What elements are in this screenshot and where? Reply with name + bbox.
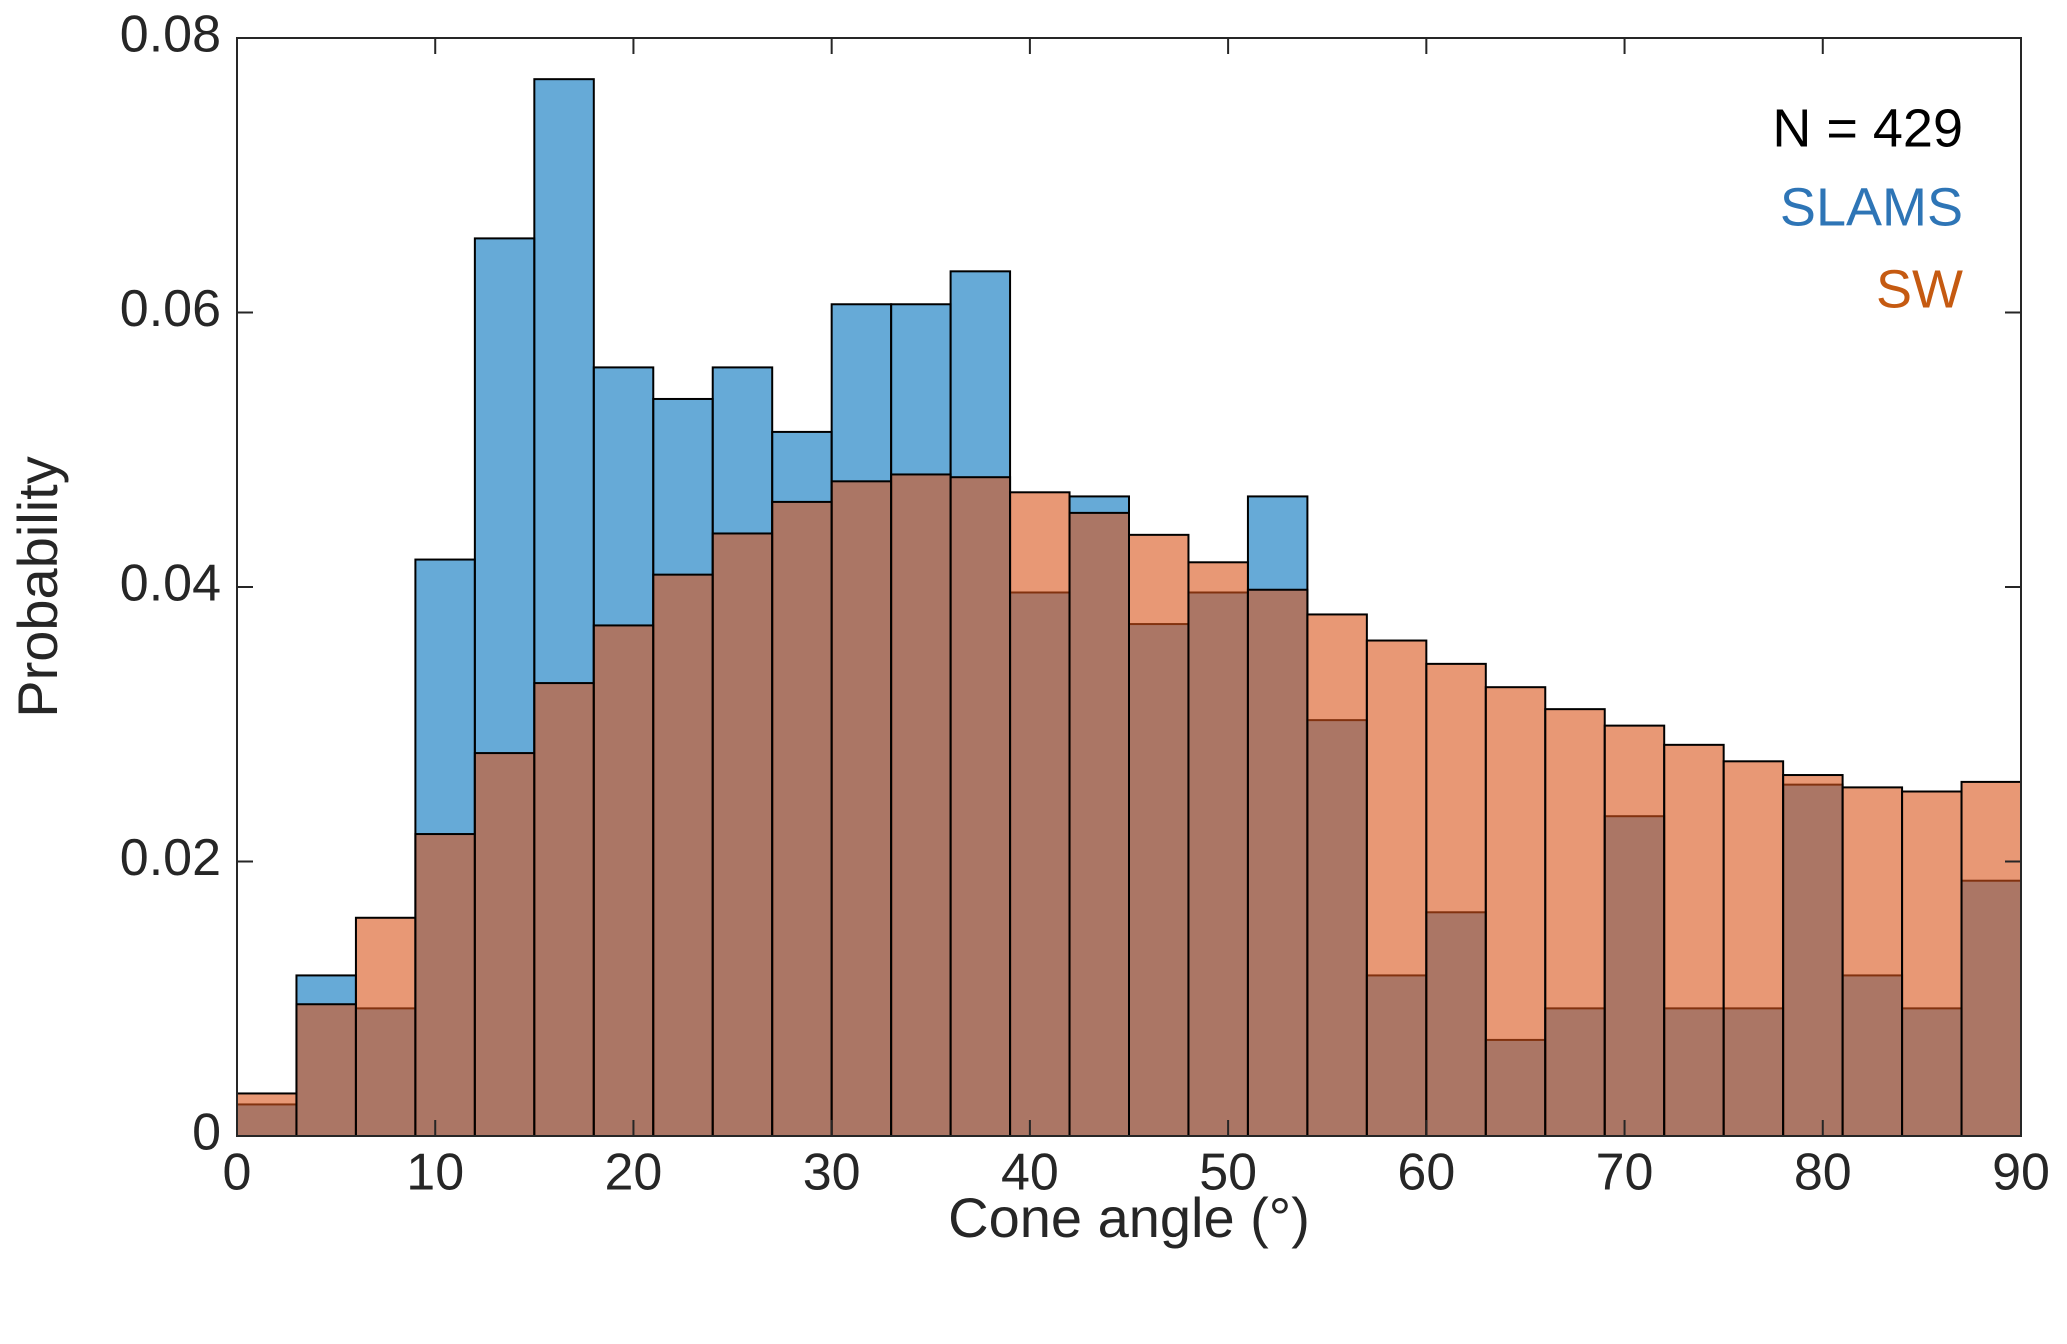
bar [1068, 511, 1130, 1137]
bar [533, 682, 595, 1137]
bar [1306, 613, 1368, 1137]
bar [1841, 786, 1904, 1137]
bar [473, 752, 536, 1137]
y-tick-label: 0 [192, 1104, 221, 1162]
x-tick-label: 60 [1397, 1144, 1455, 1202]
bar [1187, 561, 1249, 1137]
bar [949, 476, 1012, 1137]
bar [1009, 491, 1071, 1137]
legend-label: SW [1876, 259, 1963, 319]
bar [1960, 780, 2022, 1138]
bar [1544, 708, 1606, 1138]
bar [1722, 760, 1785, 1137]
bar [1782, 774, 1844, 1137]
x-tick-label: 20 [605, 1144, 663, 1202]
bar [592, 624, 655, 1137]
bar [1246, 588, 1309, 1137]
x-tick-label: 90 [1992, 1144, 2050, 1202]
bar [1901, 790, 1963, 1137]
legend-label: SLAMS [1780, 177, 1963, 237]
bar [1425, 662, 1487, 1137]
bar [236, 1092, 298, 1138]
bar [711, 532, 774, 1137]
bar [414, 833, 476, 1137]
x-tick-label: 0 [223, 1144, 252, 1202]
y-axis-label: Probability [6, 456, 69, 717]
x-axis-label: Cone angle (°) [948, 1186, 1310, 1249]
x-tick-label: 40 [1001, 1144, 1059, 1202]
x-tick-label: 80 [1794, 1144, 1852, 1202]
bar [1365, 639, 1428, 1138]
bar [890, 473, 952, 1137]
y-tick-label: 0.06 [120, 280, 221, 338]
bar [1663, 743, 1725, 1138]
x-tick-label: 50 [1199, 1144, 1257, 1202]
bar [652, 573, 714, 1137]
bar [1128, 533, 1190, 1137]
y-tick-label: 0.04 [120, 555, 221, 613]
bar [1603, 724, 1666, 1137]
bar [771, 500, 833, 1137]
bar [295, 1003, 357, 1137]
bar [830, 480, 893, 1137]
annotation: N = 429 [1772, 98, 1963, 158]
bar [354, 916, 417, 1138]
x-tick-label: 10 [406, 1144, 464, 1202]
x-tick-label: 70 [1596, 1144, 1654, 1202]
bar [1484, 686, 1547, 1137]
x-tick-label: 30 [803, 1144, 861, 1202]
y-tick-label: 0.08 [120, 6, 221, 64]
y-tick-label: 0.02 [120, 829, 221, 887]
